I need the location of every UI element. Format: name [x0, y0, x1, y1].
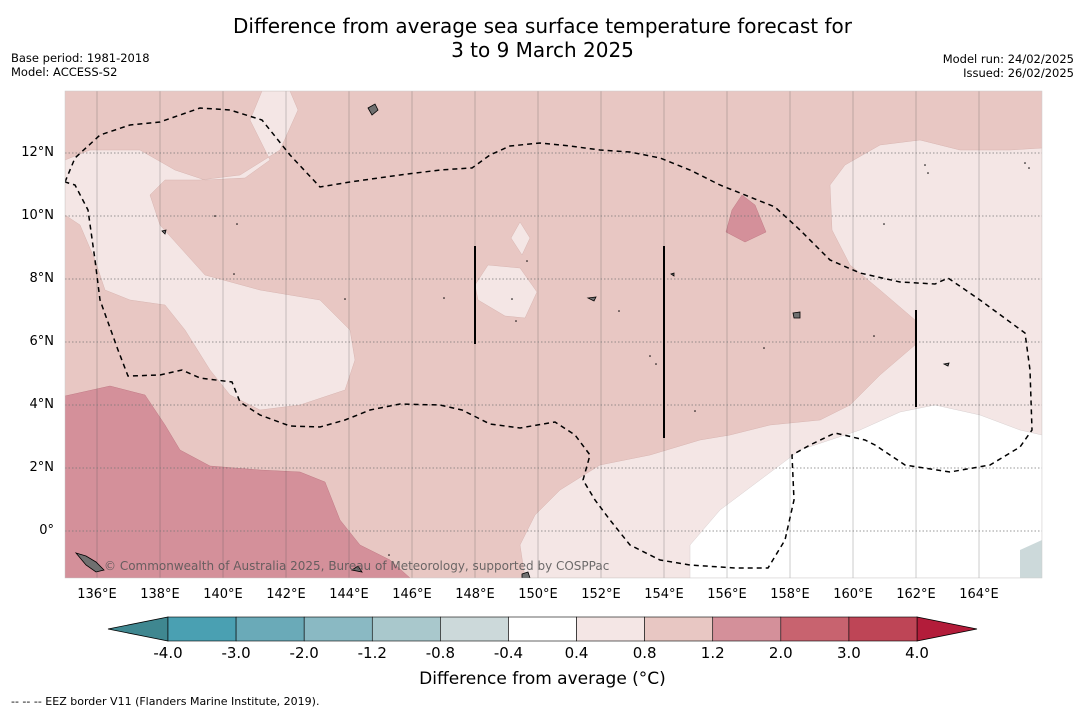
colorbar-segment	[508, 616, 577, 642]
title-line-2: 3 to 9 March 2025	[451, 38, 634, 62]
colorbar-tick-label: 2.0	[768, 644, 793, 662]
lat-label-0: 0°	[39, 523, 54, 538]
anomaly-region-cool	[1020, 540, 1042, 578]
title-line-1: Difference from average sea surface temp…	[232, 14, 852, 38]
colorbar-segment	[303, 616, 373, 642]
map-frame	[64, 90, 1043, 579]
lat-label-12n: 12°N	[21, 145, 54, 160]
colorbar-tick-label: 0.4	[564, 644, 589, 662]
lon-label-150e: 150°E	[518, 587, 558, 602]
lat-label-10n: 10°N	[21, 208, 54, 223]
anomaly-region-light-west	[65, 91, 356, 411]
islet-dots	[214, 162, 1030, 556]
lon-label-144e: 144°E	[329, 587, 369, 602]
lon-label-142e: 142°E	[266, 587, 306, 602]
lon-label-140e: 140°E	[203, 587, 243, 602]
colorbar-segment	[440, 616, 509, 642]
lon-label-158e: 158°E	[770, 587, 810, 602]
colorbar-title: Difference from average (°C)	[419, 669, 666, 689]
issued-date: Issued: 26/02/2025	[963, 66, 1074, 80]
colorbar-tick-label: -0.4	[493, 644, 524, 662]
colorbar-segment	[712, 616, 782, 642]
colorbar-segment	[644, 616, 714, 642]
colorbar-segment	[780, 616, 850, 642]
colorbar-tick-label: -0.8	[425, 644, 455, 662]
colorbar-segments	[107, 616, 978, 642]
anomaly-region-warm-southwest	[65, 385, 411, 578]
model-name: Model: ACCESS-S2	[11, 65, 118, 79]
run-info: Model run: 24/02/2025 Issued: 26/02/2025	[943, 52, 1074, 80]
lon-label-160e: 160°E	[833, 587, 873, 602]
colorbar-segment	[848, 616, 918, 642]
colorbar-extend-high	[916, 616, 978, 642]
colorbar-tick-label: 4.0	[905, 644, 929, 662]
sst-anomaly-map: © Commonwealth of Australia 2025, Bureau…	[64, 90, 1043, 579]
islands	[74, 103, 950, 578]
anomaly-region-neutral	[689, 404, 1042, 578]
lon-label-162e: 162°E	[896, 587, 936, 602]
colorbar-segment	[576, 616, 645, 642]
anomaly-region-warm-northeast	[725, 194, 767, 243]
colorbar-tick-label: 1.2	[700, 644, 725, 662]
lat-label-8n: 8°N	[29, 271, 55, 286]
colorbar-tick-label: 0.8	[632, 644, 657, 662]
lon-label-156e: 156°E	[707, 587, 747, 602]
eez-footnote: -- -- -- EEZ border V11 (Flanders Marine…	[11, 695, 320, 708]
colorbar-tick-label: -3.0	[221, 644, 251, 662]
lon-label-164e: 164°E	[959, 587, 999, 602]
boundary-lines	[474, 246, 917, 438]
colorbar-tick-label: 3.0	[836, 644, 861, 662]
base-period: Base period: 1981-2018	[11, 51, 150, 65]
colorbar-extend-low	[107, 616, 169, 642]
lat-label-4n: 4°N	[29, 397, 55, 412]
colorbar-tick-label: -4.0	[153, 644, 183, 662]
lon-label-154e: 154°E	[644, 587, 684, 602]
lat-label-6n: 6°N	[29, 334, 55, 349]
anomaly-region-light-island-2	[510, 221, 531, 256]
lat-label-2n: 2°N	[29, 460, 55, 475]
lon-label-136e: 136°E	[77, 587, 117, 602]
lon-label-152e: 152°E	[581, 587, 621, 602]
copyright-credit: © Commonwealth of Australia 2025, Bureau…	[104, 559, 609, 573]
lon-label-148e: 148°E	[455, 587, 495, 602]
model-run: Model run: 24/02/2025	[942, 52, 1074, 66]
colorbar-tick-label: -2.0	[289, 644, 319, 662]
colorbar-segment	[167, 616, 237, 642]
lon-label-146e: 146°E	[392, 587, 432, 602]
eez-border	[65, 107, 1033, 569]
lon-label-138e: 138°E	[140, 587, 180, 602]
colorbar-segment	[371, 616, 441, 642]
colorbar-tick-label: -1.2	[357, 644, 387, 662]
colorbar-segment	[235, 616, 305, 642]
map-title: Difference from average sea surface temp…	[0, 14, 1085, 62]
model-info: Base period: 1981-2018 Model: ACCESS-S2	[11, 51, 150, 79]
